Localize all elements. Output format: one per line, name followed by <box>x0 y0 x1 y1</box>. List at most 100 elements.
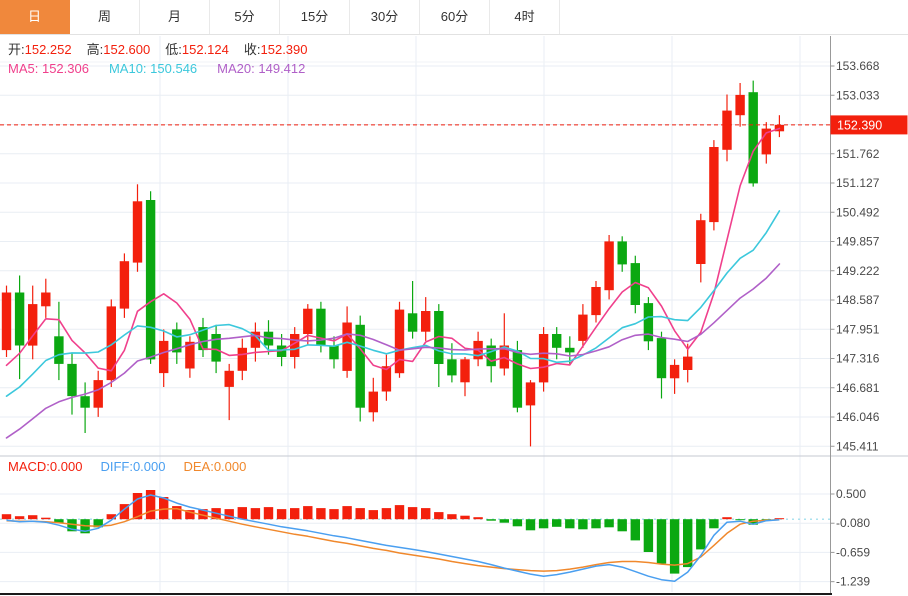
candle-body <box>683 356 693 370</box>
candle-body <box>604 241 614 291</box>
candle-body <box>591 287 601 316</box>
candle-body <box>172 329 182 353</box>
candle-body <box>119 261 130 309</box>
candle-body <box>447 359 457 376</box>
price-tick-label: 153.033 <box>836 88 880 102</box>
candle-body <box>656 338 667 379</box>
price-tick-label: 150.492 <box>836 205 880 219</box>
macd-bar <box>630 519 640 541</box>
ma20-label: MA20: <box>217 61 255 76</box>
macd-bar <box>525 519 536 531</box>
tab-day[interactable]: 日 <box>0 0 70 34</box>
macd-bar <box>14 516 25 520</box>
candle-body <box>1 292 12 351</box>
candle-body <box>525 382 536 406</box>
candle-body <box>578 314 588 341</box>
macd-bar <box>132 493 143 520</box>
candle-body <box>185 341 195 369</box>
macd-bar <box>722 517 732 520</box>
macd-bar <box>198 509 208 520</box>
candle-body <box>722 110 732 150</box>
candle-body <box>368 391 378 413</box>
dea-line <box>6 507 780 572</box>
macd-readout: MACD:0.000 DIFF:0.000 DEA:0.000 <box>8 459 264 474</box>
price-tick-label: 148.587 <box>836 293 880 307</box>
open-label: 开: <box>8 42 25 57</box>
candle-body <box>735 94 745 116</box>
tab-15min[interactable]: 15分 <box>280 0 350 34</box>
macd-bar <box>709 519 719 529</box>
macd-bar <box>54 519 64 523</box>
candle-body <box>565 347 575 353</box>
price-tick-label: 149.222 <box>836 264 880 278</box>
macd-bar <box>591 519 601 529</box>
candle-body <box>421 311 431 332</box>
price-flag-text: 152.390 <box>837 118 882 132</box>
candle-body <box>28 304 38 346</box>
macd-bar <box>499 519 509 523</box>
macd-bar <box>106 514 116 520</box>
close-value: 152.390 <box>260 42 308 57</box>
price-tick-label: 147.316 <box>836 352 880 366</box>
candle-body <box>355 324 365 408</box>
candle-body <box>303 308 313 334</box>
price-tick-label: 145.411 <box>836 439 879 453</box>
candle-body <box>198 327 208 351</box>
candle-body <box>460 359 470 383</box>
macd-bar <box>224 509 234 520</box>
macd-bar <box>67 519 77 532</box>
candle-body <box>552 334 562 348</box>
diff-label: DIFF: <box>100 459 133 474</box>
candle-body <box>669 364 680 379</box>
tab-week[interactable]: 周 <box>70 0 140 34</box>
candle-body <box>93 380 103 408</box>
current-price-label: 152.390 <box>830 115 908 135</box>
macd-label: MACD: <box>8 459 50 474</box>
tab-4hour[interactable]: 4时 <box>490 0 560 34</box>
candle-body <box>145 200 156 360</box>
candle-body <box>329 345 339 360</box>
price-tick-label: 146.046 <box>836 410 880 424</box>
close-label: 收: <box>243 42 261 57</box>
diff-value: 0.000 <box>132 459 166 474</box>
macd-bar <box>93 519 103 528</box>
macd-bar <box>316 508 326 520</box>
macd-bar <box>329 509 339 520</box>
candle-body <box>211 334 221 362</box>
macd-bar <box>237 507 247 520</box>
dea-value: 0.000 <box>213 459 247 474</box>
candle-body <box>14 292 25 346</box>
candle-body <box>54 336 64 364</box>
diff-line <box>6 494 780 582</box>
tab-60min[interactable]: 60分 <box>420 0 490 34</box>
macd-bar <box>552 519 562 527</box>
ma10-line <box>5 210 781 398</box>
ma20-value: 149.412 <box>258 61 306 76</box>
macd-bar <box>185 510 195 520</box>
macd-bar <box>276 509 287 520</box>
candle-body <box>342 322 352 371</box>
candle-body <box>617 241 627 265</box>
macd-bar <box>617 519 627 532</box>
macd-bar <box>355 508 365 520</box>
macd-bar <box>28 515 38 520</box>
candle-body <box>381 366 392 392</box>
candle-body <box>290 334 300 357</box>
macd-bar <box>683 519 693 568</box>
candle-body <box>224 370 234 387</box>
candle-body <box>67 363 77 397</box>
macd-bar <box>643 519 654 552</box>
candle-body <box>407 313 418 332</box>
macd-tick-label: -0.659 <box>836 545 870 559</box>
ohlc-readout: 开:152.252 高:152.600 低:152.124 收:152.390 <box>8 39 323 58</box>
macd-histogram <box>1 490 785 574</box>
tab-month[interactable]: 月 <box>140 0 210 34</box>
candle-body <box>630 263 640 305</box>
macd-bar <box>486 519 496 521</box>
candle-body <box>512 350 523 408</box>
tab-5min[interactable]: 5分 <box>210 0 280 34</box>
tab-30min[interactable]: 30分 <box>350 0 420 34</box>
macd-bar <box>774 518 785 520</box>
macd-bar <box>1 514 12 520</box>
